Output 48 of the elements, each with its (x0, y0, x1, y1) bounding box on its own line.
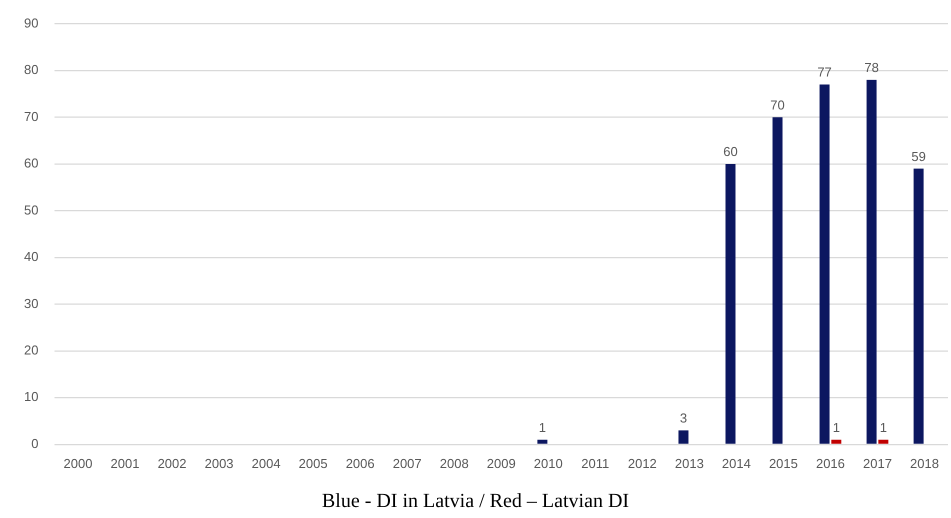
data-label: 60 (723, 144, 738, 160)
bar (678, 430, 688, 444)
x-tick-label: 2011 (581, 456, 610, 471)
bar (831, 440, 842, 444)
x-tick-label: 2004 (252, 456, 281, 471)
x-tick-label: 2001 (110, 456, 140, 471)
y-tick-label: 60 (24, 156, 38, 171)
data-label: 77 (817, 64, 832, 80)
y-tick-label: 0 (31, 436, 38, 451)
y-tick-label: 70 (24, 108, 38, 124)
y-tick-label: 20 (24, 342, 38, 358)
x-tick-label: 2016 (816, 456, 845, 471)
x-tick-label: 2008 (440, 456, 469, 471)
x-tick-label: 2009 (486, 456, 516, 471)
x-tick-label: 2007 (392, 456, 422, 471)
x-tick-label: 2015 (768, 456, 798, 471)
data-label: 78 (864, 60, 879, 75)
x-tick-label: 2010 (534, 456, 563, 471)
y-tick-label: 80 (24, 62, 38, 78)
bar (914, 168, 924, 444)
text: Blue - DI in Latvia / Red – Latvian DI (320, 489, 630, 514)
data-label: 59 (911, 148, 926, 164)
x-tick-label: 2000 (64, 456, 92, 471)
x-tick-label: 2006 (346, 456, 375, 471)
bar (726, 164, 736, 444)
data-label: 1 (832, 420, 840, 435)
x-tick-label: 2014 (722, 456, 751, 471)
y-tick-label: 40 (24, 249, 38, 264)
x-tick-label: 2002 (158, 456, 186, 471)
bar (772, 117, 783, 444)
y-tick-label: 30 (24, 296, 38, 311)
data-label: 1 (880, 420, 887, 435)
bar (866, 80, 877, 444)
x-tick-label: 2018 (910, 456, 939, 471)
x-tick-label: 2017 (863, 456, 892, 471)
bar (537, 440, 548, 444)
x-tick-label: 2005 (298, 456, 328, 471)
bar (820, 84, 830, 444)
data-label: 3 (680, 410, 688, 426)
x-tick-label: 2003 (204, 456, 234, 471)
data-label: 1 (538, 420, 546, 435)
y-tick-label: 90 (24, 15, 38, 30)
x-tick-label: 2013 (674, 456, 704, 471)
x-tick-label: 2012 (628, 456, 657, 471)
bar (878, 440, 888, 444)
data-label: 70 (770, 97, 785, 112)
y-tick-label: 50 (24, 202, 38, 218)
y-tick-label: 10 (24, 389, 38, 404)
